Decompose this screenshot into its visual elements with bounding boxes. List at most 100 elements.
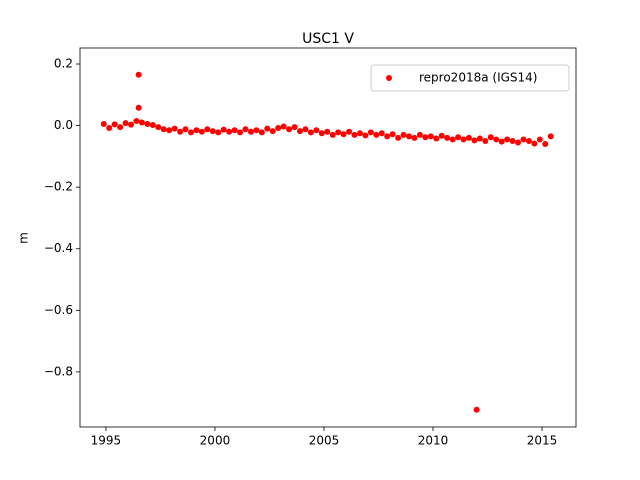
data-point <box>135 71 142 78</box>
data-point <box>335 129 342 136</box>
data-point <box>400 131 407 138</box>
data-point <box>367 129 374 136</box>
x-tick-label: 2005 <box>309 434 340 448</box>
y-tick-label: 0.0 <box>54 118 73 132</box>
y-tick-label: −0.6 <box>44 303 73 317</box>
data-point <box>405 133 412 140</box>
data-point <box>106 125 113 132</box>
data-point <box>144 121 151 128</box>
data-point <box>433 135 440 142</box>
data-point <box>135 104 142 111</box>
data-point <box>275 125 282 132</box>
data-point <box>166 127 173 134</box>
data-point <box>133 117 140 124</box>
data-point <box>100 121 107 128</box>
legend-label: repro2018a (IGS14) <box>419 71 537 85</box>
data-point <box>296 128 303 135</box>
data-point <box>378 130 385 137</box>
data-point <box>411 134 418 141</box>
data-point <box>416 131 423 138</box>
data-point <box>291 124 298 131</box>
data-point <box>547 133 554 140</box>
x-tick-label: 2000 <box>200 434 231 448</box>
data-point <box>356 130 363 137</box>
data-point <box>111 121 118 128</box>
data-point <box>138 119 145 126</box>
data-point <box>482 137 489 144</box>
data-point <box>182 126 189 133</box>
x-tick-label: 1995 <box>91 434 122 448</box>
data-point <box>247 128 254 135</box>
data-point <box>362 132 369 139</box>
data-point <box>264 125 271 132</box>
data-point <box>242 126 249 133</box>
data-point <box>373 131 380 138</box>
data-point <box>509 137 516 144</box>
legend-marker <box>386 75 392 81</box>
data-point <box>215 129 222 136</box>
data-point <box>498 138 505 145</box>
data-point <box>324 128 331 135</box>
data-point <box>155 124 162 131</box>
data-point <box>193 127 200 134</box>
data-point <box>313 127 320 134</box>
data-point <box>280 123 287 130</box>
data-point <box>515 139 522 146</box>
data-point <box>258 129 265 136</box>
x-tick-label: 2010 <box>418 434 449 448</box>
y-tick-label: −0.2 <box>44 180 73 194</box>
data-point <box>531 140 538 147</box>
data-point <box>525 137 532 144</box>
data-point <box>493 136 500 143</box>
data-point <box>422 134 429 141</box>
data-point <box>471 137 478 144</box>
data-point <box>187 129 194 136</box>
data-point <box>504 136 511 143</box>
data-point <box>286 126 293 133</box>
data-point <box>204 126 211 133</box>
data-point <box>465 134 472 141</box>
data-point <box>473 406 480 413</box>
plot-frame <box>79 47 577 428</box>
data-point <box>476 135 483 142</box>
data-point <box>438 132 445 139</box>
data-point <box>384 133 391 140</box>
y-tick-label: 0.2 <box>54 57 73 71</box>
data-point <box>122 120 129 127</box>
data-point <box>395 134 402 141</box>
data-point <box>128 121 135 128</box>
y-tick-label: −0.4 <box>44 241 73 255</box>
data-point <box>427 133 434 140</box>
data-point <box>318 130 325 137</box>
legend-box <box>370 64 570 92</box>
data-point <box>220 126 227 133</box>
data-point <box>226 128 233 135</box>
data-point <box>542 141 549 148</box>
y-axis-label: m <box>17 232 31 244</box>
data-point <box>329 131 336 138</box>
data-point <box>307 129 314 136</box>
y-tick-label: −0.8 <box>44 364 73 378</box>
data-point <box>340 131 347 138</box>
data-point <box>177 128 184 135</box>
data-point <box>444 134 451 141</box>
data-point <box>160 126 167 133</box>
x-tick-label: 2015 <box>527 434 558 448</box>
data-point <box>209 128 216 135</box>
data-point <box>253 127 260 134</box>
data-point <box>351 131 358 138</box>
data-point <box>149 121 156 128</box>
data-point <box>198 128 205 135</box>
data-point <box>449 136 456 143</box>
data-point <box>237 129 244 136</box>
data-point <box>269 128 276 135</box>
data-point <box>389 131 396 138</box>
data-point <box>455 134 462 141</box>
data-point <box>487 134 494 141</box>
chart-title: USC1 V <box>302 31 354 47</box>
data-point <box>460 136 467 143</box>
data-point <box>302 126 309 133</box>
data-point <box>231 127 238 134</box>
